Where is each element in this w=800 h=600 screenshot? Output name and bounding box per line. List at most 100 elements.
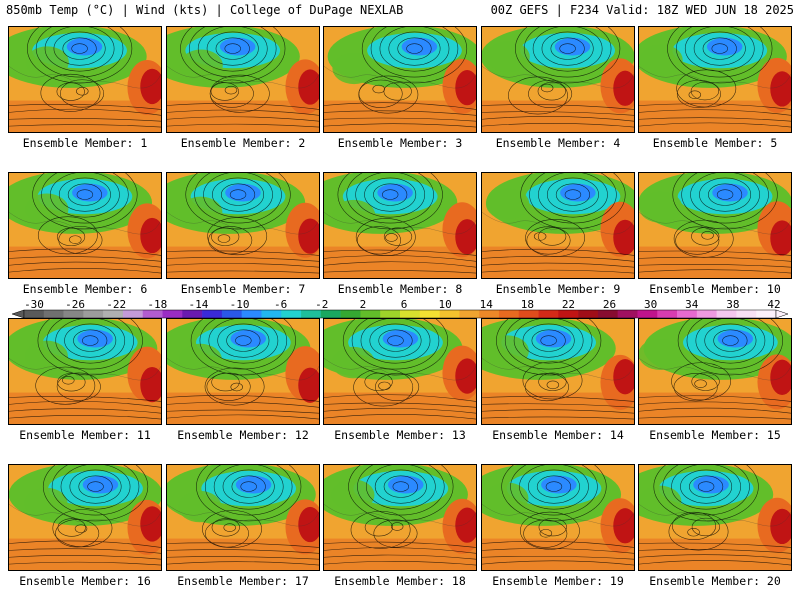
colorbar-swatch bbox=[103, 310, 124, 318]
member-label: Ensemble Member: 7 bbox=[180, 282, 306, 296]
member-map-5 bbox=[638, 26, 792, 133]
colorbar-swatch bbox=[558, 310, 579, 318]
temperature-field bbox=[482, 319, 634, 424]
colorbar-swatch bbox=[182, 310, 203, 318]
colorbar-swatch bbox=[142, 310, 163, 318]
colorbar-tick-label: 18 bbox=[521, 298, 534, 311]
colorbar-tick-label: -30 bbox=[24, 298, 44, 311]
colorbar-swatch bbox=[241, 310, 262, 318]
temperature-field bbox=[167, 465, 319, 570]
member-map-17 bbox=[166, 464, 320, 571]
colorbar-swatch bbox=[736, 310, 757, 318]
colorbar-swatch bbox=[202, 310, 223, 318]
colorbar: -30 -26 -22 -18 -14 -10 -6 -2 2 6 10 14 18 22 26 30 34 38… bbox=[11, 298, 789, 319]
colorbar-swatch bbox=[637, 310, 658, 318]
member-map-11 bbox=[8, 318, 162, 425]
colorbar-swatch bbox=[756, 310, 777, 318]
colorbar-tick-label: 26 bbox=[603, 298, 616, 311]
colorbar-tick-label: 6 bbox=[401, 298, 408, 311]
colorbar-swatch bbox=[459, 310, 480, 318]
member-map-4 bbox=[481, 26, 635, 133]
colorbar-swatch bbox=[696, 310, 717, 318]
colorbar-tick-label: -10 bbox=[230, 298, 250, 311]
colorbar-swatch bbox=[162, 310, 183, 318]
colorbar-swatch bbox=[597, 310, 618, 318]
member-label: Ensemble Member: 3 bbox=[337, 136, 463, 150]
colorbar-tick-label: 10 bbox=[438, 298, 451, 311]
temperature-field bbox=[9, 465, 161, 570]
colorbar-tick-label: 42 bbox=[767, 298, 780, 311]
temperature-field bbox=[324, 319, 476, 424]
header-valid-time: 00Z GEFS | F234 Valid: 18Z WED JUN 18 20… bbox=[490, 3, 794, 17]
temperature-field bbox=[9, 173, 161, 278]
member-label: Ensemble Member: 5 bbox=[652, 136, 778, 150]
colorbar-swatch bbox=[518, 310, 539, 318]
member-map-18 bbox=[323, 464, 477, 571]
member-label: Ensemble Member: 9 bbox=[495, 282, 621, 296]
member-map-8 bbox=[323, 172, 477, 279]
member-map-2 bbox=[166, 26, 320, 133]
member-map-19 bbox=[481, 464, 635, 571]
temperature-field bbox=[324, 27, 476, 132]
temperature-field bbox=[482, 27, 634, 132]
colorbar-tick-label: -2 bbox=[315, 298, 328, 311]
member-map-14 bbox=[481, 318, 635, 425]
colorbar-tick-label: -26 bbox=[65, 298, 85, 311]
temperature-field bbox=[482, 173, 634, 278]
colorbar-tick-label: 30 bbox=[644, 298, 657, 311]
member-label: Ensemble Member: 2 bbox=[180, 136, 306, 150]
colorbar-swatch bbox=[281, 310, 302, 318]
member-label: Ensemble Member: 1 bbox=[22, 136, 148, 150]
header-title: 850mb Temp (°C) | Wind (kts) | College o… bbox=[6, 3, 404, 17]
colorbar-swatch bbox=[320, 310, 341, 318]
temperature-field bbox=[167, 319, 319, 424]
colorbar-swatch bbox=[538, 310, 559, 318]
colorbar-tick-label: 22 bbox=[562, 298, 575, 311]
colorbar-tick-label: 2 bbox=[360, 298, 367, 311]
temperature-field bbox=[639, 465, 791, 570]
temperature-field bbox=[167, 173, 319, 278]
temperature-field bbox=[482, 465, 634, 570]
member-map-9 bbox=[481, 172, 635, 279]
member-label: Ensemble Member: 8 bbox=[337, 282, 463, 296]
temperature-field bbox=[639, 27, 791, 132]
member-label: Ensemble Member: 13 bbox=[334, 428, 466, 442]
colorbar-swatch bbox=[301, 310, 322, 318]
temperature-field bbox=[324, 173, 476, 278]
member-map-16 bbox=[8, 464, 162, 571]
member-label: Ensemble Member: 11 bbox=[19, 428, 151, 442]
colorbar-swatch bbox=[380, 310, 401, 318]
member-map-6 bbox=[8, 172, 162, 279]
member-map-3 bbox=[323, 26, 477, 133]
member-label: Ensemble Member: 20 bbox=[649, 574, 781, 588]
member-label: Ensemble Member: 4 bbox=[495, 136, 621, 150]
temperature-field bbox=[639, 173, 791, 278]
colorbar-swatch bbox=[24, 310, 45, 318]
colorbar-tick-label: -18 bbox=[147, 298, 167, 311]
member-label: Ensemble Member: 15 bbox=[649, 428, 781, 442]
member-label: Ensemble Member: 19 bbox=[492, 574, 624, 588]
colorbar-tick-label: -14 bbox=[189, 298, 209, 311]
colorbar-tick-label: -6 bbox=[274, 298, 287, 311]
colorbar-swatch bbox=[716, 310, 737, 318]
member-label: Ensemble Member: 17 bbox=[177, 574, 309, 588]
colorbar-swatch bbox=[221, 310, 242, 318]
member-label: Ensemble Member: 18 bbox=[334, 574, 466, 588]
colorbar-swatch bbox=[43, 310, 64, 318]
colorbar-tick-label: 34 bbox=[685, 298, 699, 311]
colorbar-swatch bbox=[340, 310, 361, 318]
colorbar-swatch bbox=[419, 310, 440, 318]
member-map-10 bbox=[638, 172, 792, 279]
colorbar-swatch bbox=[83, 310, 104, 318]
colorbar-swatch bbox=[400, 310, 421, 318]
temperature-field bbox=[9, 27, 161, 132]
colorbar-swatch bbox=[439, 310, 460, 318]
member-map-1 bbox=[8, 26, 162, 133]
colorbar-swatch bbox=[261, 310, 282, 318]
member-map-15 bbox=[638, 318, 792, 425]
colorbar-swatch bbox=[63, 310, 84, 318]
colorbar-tick-label: -22 bbox=[106, 298, 126, 311]
member-label: Ensemble Member: 16 bbox=[19, 574, 151, 588]
colorbar-swatch bbox=[479, 310, 500, 318]
member-map-7 bbox=[166, 172, 320, 279]
